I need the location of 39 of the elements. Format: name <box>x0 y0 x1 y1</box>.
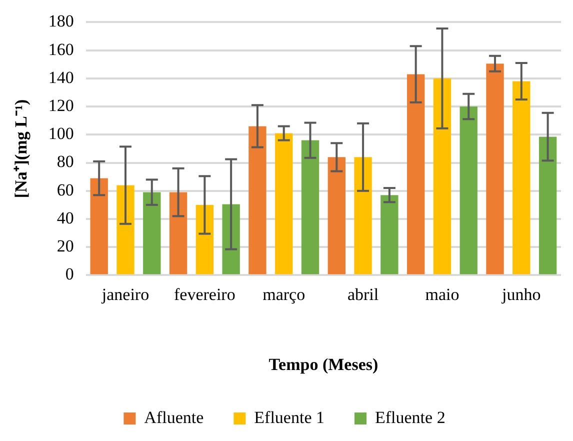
legend-label: Efluente 2 <box>374 408 446 427</box>
bar <box>328 157 346 274</box>
y-tick-label: 80 <box>56 152 74 172</box>
bar <box>222 204 240 274</box>
y-axis-title: [Na⁺](mg L⁻¹) <box>12 99 31 198</box>
bar <box>143 192 161 274</box>
bar <box>486 64 504 274</box>
y-tick-label: 160 <box>48 40 74 59</box>
bar <box>354 157 372 274</box>
x-tick-label: maio <box>425 284 460 304</box>
bar <box>460 106 478 274</box>
bar <box>301 140 320 274</box>
x-tick-label: março <box>262 284 306 304</box>
legend-label: Afluente <box>144 408 204 427</box>
y-tick-label: 20 <box>56 236 74 256</box>
x-tick-label: abril <box>347 284 379 304</box>
x-tick-label: junho <box>501 284 541 304</box>
y-tick-label: 120 <box>48 96 74 115</box>
bar <box>90 178 108 274</box>
bar <box>248 126 266 274</box>
y-tick-label: 100 <box>48 124 74 144</box>
x-axis-title: Tempo (Meses) <box>268 355 378 374</box>
x-tick-label: fevereiro <box>174 284 236 304</box>
bar <box>116 185 134 274</box>
y-tick-label: 180 <box>48 12 74 31</box>
bar <box>406 74 425 274</box>
bar <box>433 78 452 274</box>
y-tick-label: 0 <box>65 264 74 284</box>
bar <box>169 192 188 274</box>
bar <box>512 81 530 274</box>
bar <box>538 136 557 274</box>
y-tick-label: 40 <box>56 208 74 228</box>
bar <box>275 133 293 274</box>
bar <box>380 195 398 274</box>
y-tick-label: 60 <box>56 180 74 200</box>
legend-label: Efluente 1 <box>254 408 324 427</box>
y-tick-label: 140 <box>48 68 74 87</box>
bar <box>196 204 214 274</box>
x-tick-label: janeiro <box>100 284 150 304</box>
